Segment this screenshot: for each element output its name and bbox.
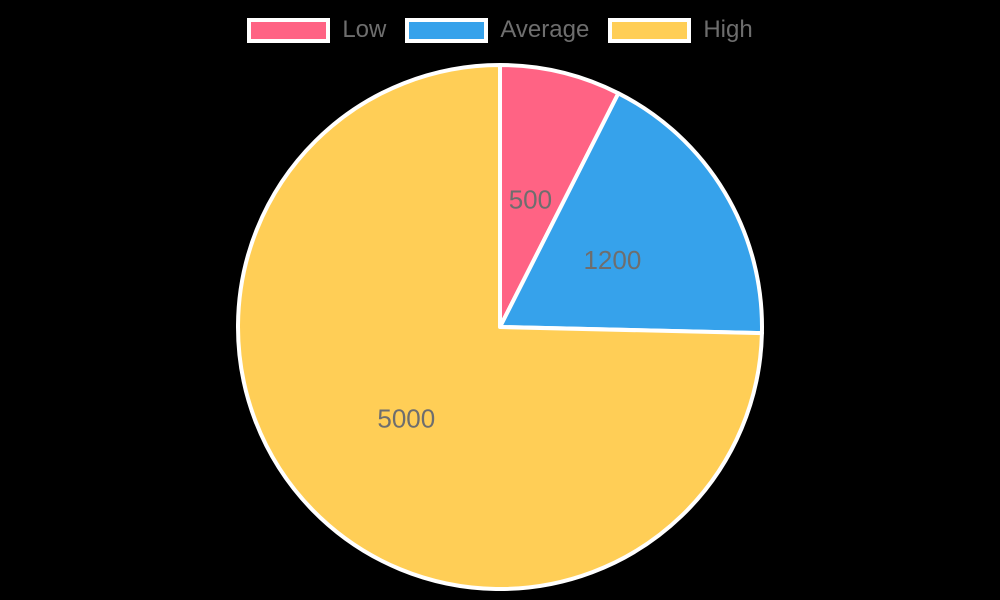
legend: Low Average High <box>0 16 1000 44</box>
legend-label-high: High <box>703 16 753 43</box>
legend-label-average: Average <box>500 16 590 43</box>
legend-swatch-high <box>608 17 692 43</box>
legend-item-low[interactable]: Low <box>247 16 386 44</box>
legend-swatch-low <box>247 17 331 43</box>
legend-label-low: Low <box>342 16 387 43</box>
legend-item-average[interactable]: Average <box>405 16 589 44</box>
pie-slice-low[interactable] <box>498 63 621 329</box>
legend-swatch-average <box>405 17 489 43</box>
pie-slice-high[interactable] <box>236 63 764 591</box>
pie-slice-average[interactable] <box>498 91 764 336</box>
legend-item-high[interactable]: High <box>608 16 753 44</box>
